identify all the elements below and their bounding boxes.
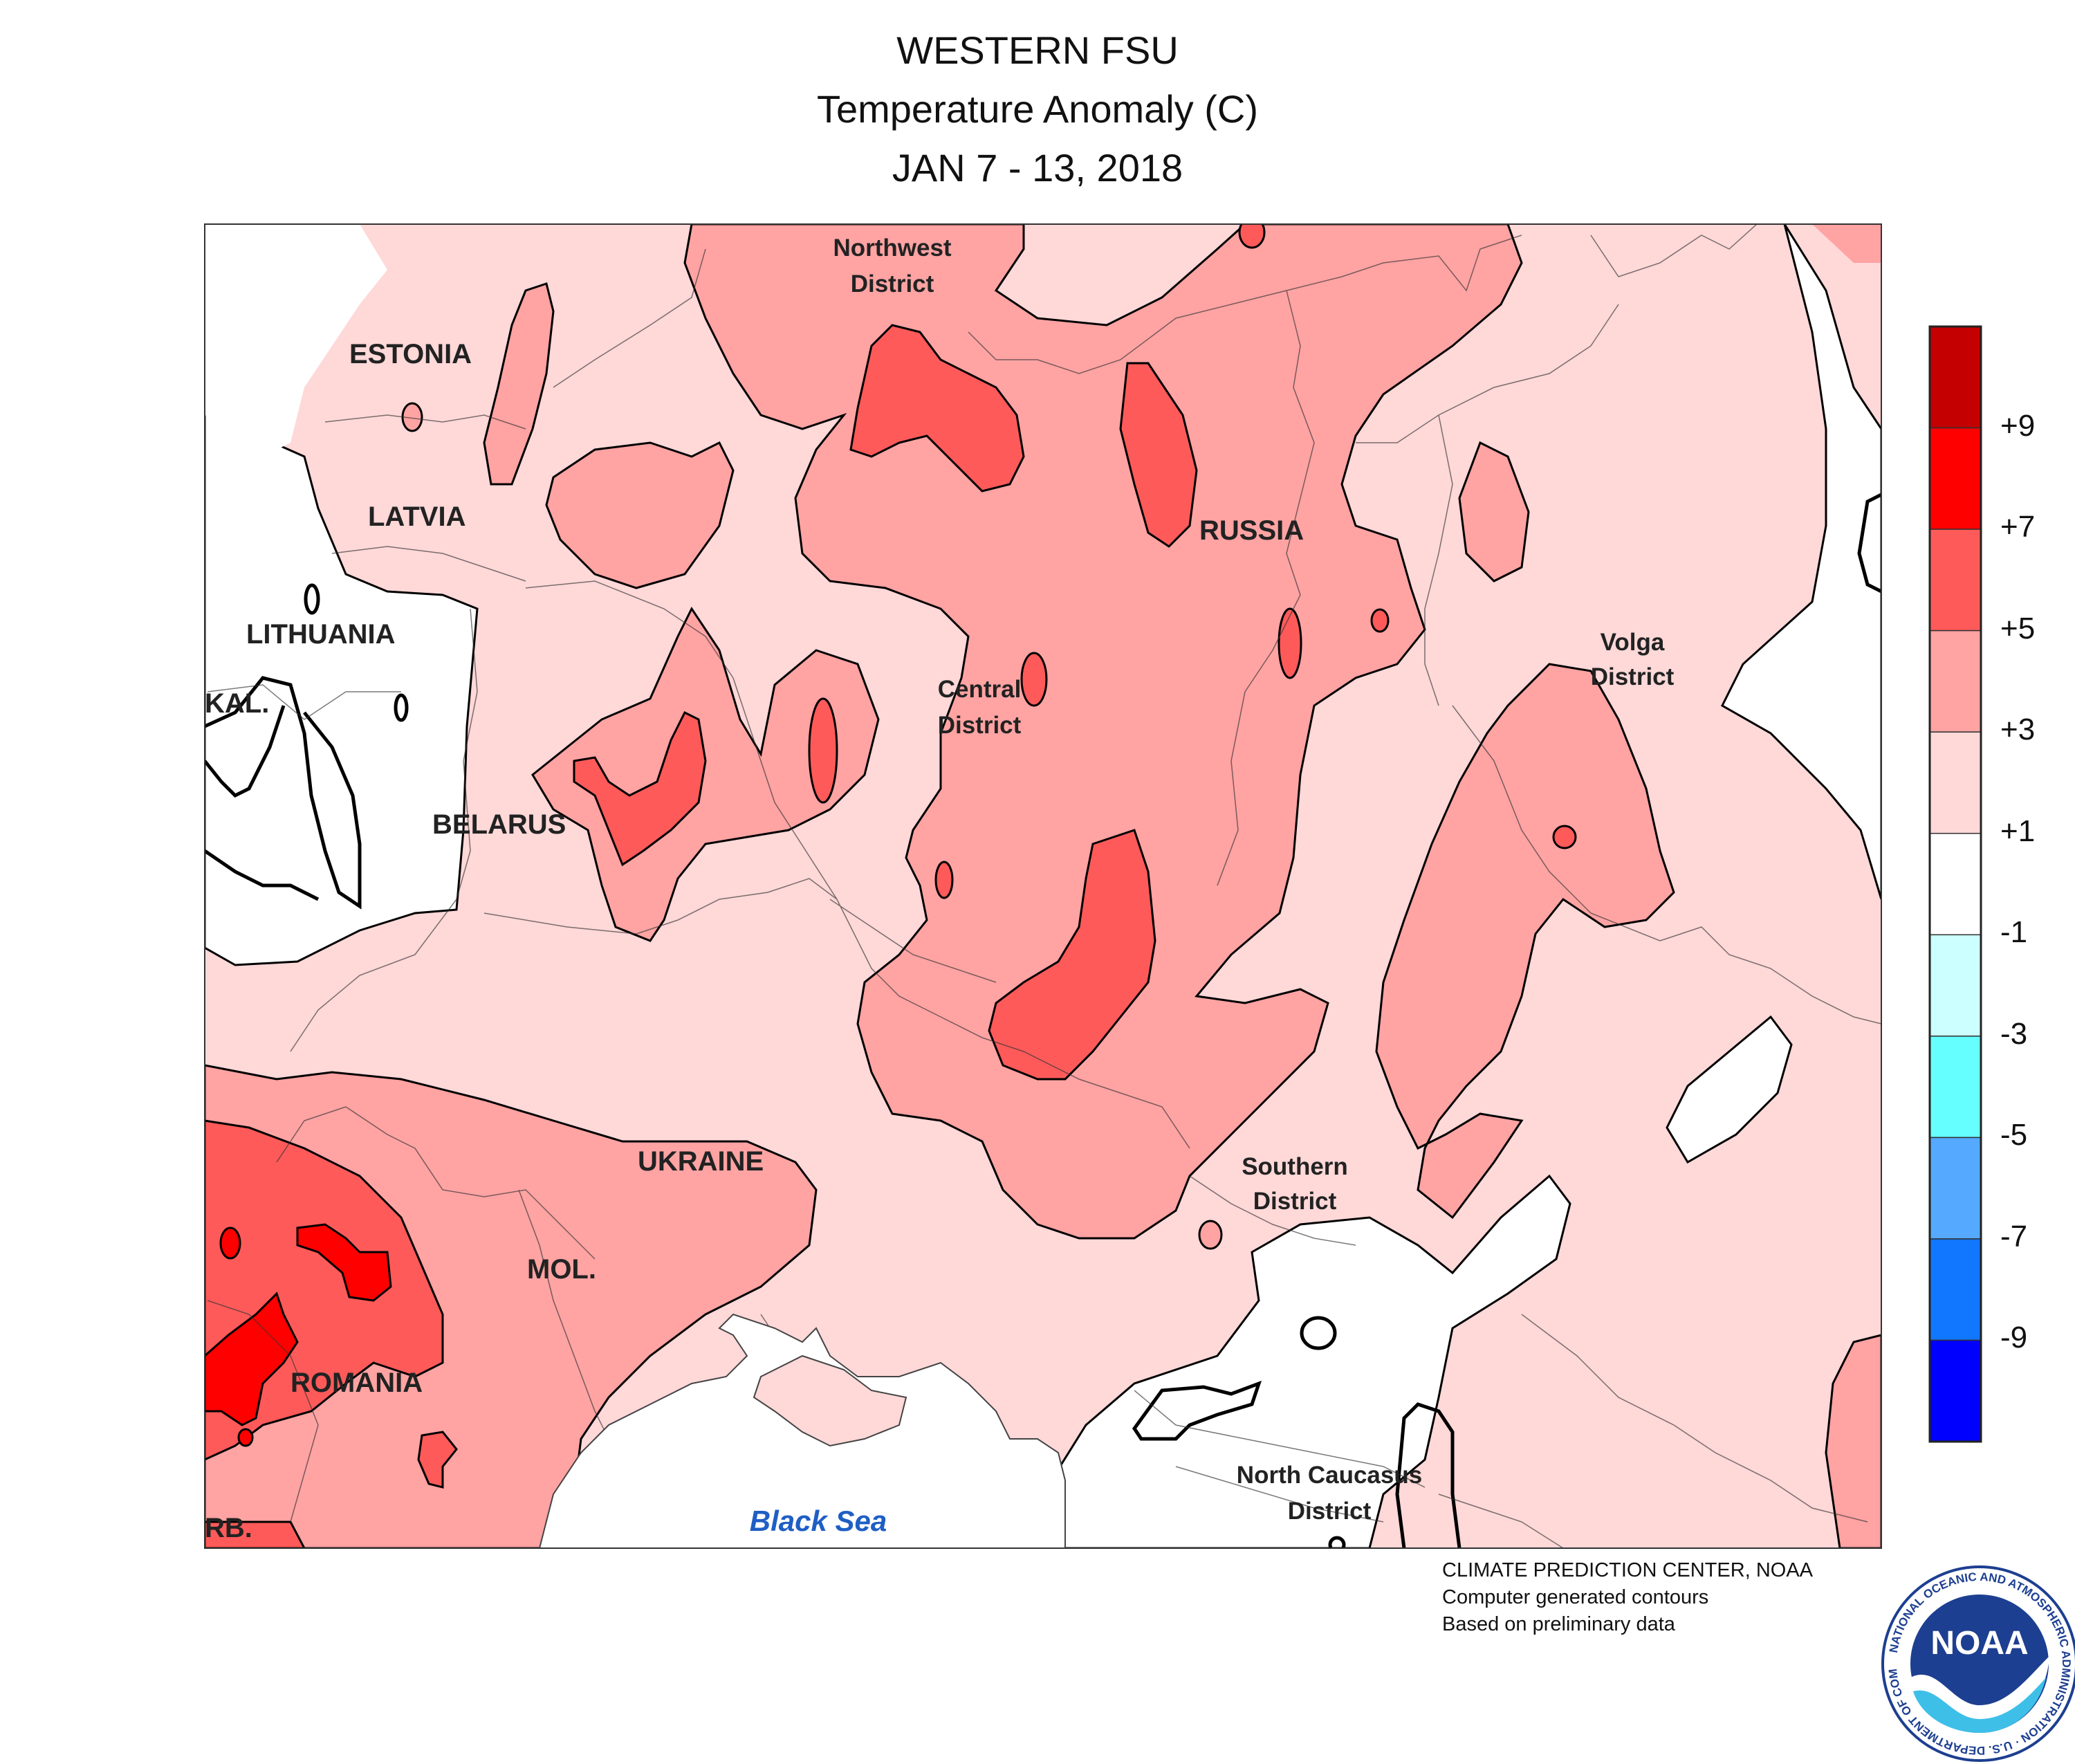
legend-label: +7 <box>2000 510 2036 544</box>
country-borders <box>207 224 1881 1548</box>
label-volga-2: District <box>1591 663 1675 690</box>
label-southern-1: Southern <box>1242 1153 1348 1180</box>
label-ncaucasus-2: District <box>1288 1498 1372 1525</box>
hot-zone-serbia <box>205 1520 306 1548</box>
legend-label: +1 <box>2000 814 2036 848</box>
label-northwest-1: Northwest <box>833 235 951 261</box>
label-ncaucasus-1: North Caucasus <box>1237 1462 1422 1489</box>
contour-east-edge-ring <box>1857 493 1881 594</box>
hot-spot-central-3 <box>1370 608 1390 633</box>
credit-line-1: CLIMATE PREDICTION CENTER, NOAA <box>1442 1559 1814 1581</box>
contour-kaliningrad <box>205 676 362 910</box>
contour-caucasus-ring-1 <box>1300 1316 1337 1350</box>
label-northwest-2: District <box>851 270 934 297</box>
warm-zone-east-edge-2 <box>1812 224 1881 263</box>
legend-swatch <box>1929 934 1982 1037</box>
neutral-zone-west-coast <box>205 224 387 457</box>
contour-caucasus-ring-4 <box>1328 1536 1346 1548</box>
neutral-zone-caucasus <box>1050 1174 1571 1548</box>
map-labels: ESTONIA LATVIA LITHUANIA KAL. BELARUS UK… <box>205 235 1675 1543</box>
warm-zone-belarus-north <box>545 441 735 589</box>
crimea <box>753 1354 907 1447</box>
legend-swatch <box>1929 427 1982 530</box>
map-body <box>205 224 1881 1548</box>
hot-spot-northwest-top <box>1238 224 1266 249</box>
max-spot-romania-4 <box>237 1428 254 1447</box>
label-moldova: MOL. <box>527 1254 596 1285</box>
warm-zone-volga <box>1375 663 1675 1220</box>
label-volga-1: Volga <box>1601 629 1665 656</box>
legend-swatch <box>1929 326 1982 429</box>
legend-label: -1 <box>2000 915 2028 950</box>
label-central-1: Central <box>938 676 1022 703</box>
contour-baltic-south <box>205 849 320 901</box>
hot-spot-central-1 <box>1020 652 1048 707</box>
map-frame <box>204 223 1882 1549</box>
neutral-zone-volga-east <box>1666 1015 1793 1164</box>
legend-label: -3 <box>2000 1016 2028 1051</box>
hot-spot-ukraine-1 <box>808 697 838 804</box>
label-estonia: ESTONIA <box>349 339 472 369</box>
warm-zone-estonia <box>483 282 555 486</box>
credit-line-2: Computer generated contours <box>1442 1586 1709 1608</box>
legend-swatch <box>1929 1339 1982 1442</box>
contour-caucasus-ring-3 <box>1395 1402 1461 1548</box>
legend-label: +3 <box>2000 713 2036 747</box>
color-legend <box>1929 326 1982 1442</box>
hot-zone-northwest <box>849 324 1025 493</box>
legend-label: -7 <box>2000 1219 2028 1253</box>
hot-zone-central-south <box>988 829 1156 1081</box>
hot-spot-romania-sw <box>417 1431 458 1489</box>
label-lithuania: LITHUANIA <box>246 619 396 650</box>
noaa-wave-blue <box>1913 1678 2046 1733</box>
label-southern-2: District <box>1253 1188 1337 1215</box>
legend-swatch <box>1929 529 1982 632</box>
legend-swatch <box>1929 1137 1982 1240</box>
label-ukraine: UKRAINE <box>638 1146 764 1177</box>
label-russia: RUSSIA <box>1199 515 1304 546</box>
title-line-1: WESTERN FSU <box>896 28 1179 72</box>
hot-zone-central-north <box>1119 362 1198 548</box>
label-central-2: District <box>938 712 1022 739</box>
max-spot-romania-2 <box>296 1223 392 1302</box>
hot-spot-central-2 <box>1278 607 1302 679</box>
credit-line-3: Based on preliminary data <box>1442 1613 1675 1635</box>
contour-lithuania-ring-1 <box>304 583 320 615</box>
legend-label: +9 <box>2000 408 2036 443</box>
title-line-2: Temperature Anomaly (C) <box>816 87 1258 131</box>
legend-frame <box>1928 325 1982 1443</box>
noaa-logo: NOAA NATIONAL OCEANIC AND ATMOSPHERIC AD… <box>1881 1565 2075 1762</box>
legend-swatch <box>1929 1036 1982 1139</box>
legend-label: -9 <box>2000 1321 2028 1355</box>
label-serbia: RB. <box>205 1513 252 1543</box>
contour-kaliningrad-2 <box>205 705 286 798</box>
label-belarus: BELARUS <box>432 809 566 840</box>
legend-swatch <box>1929 1238 1982 1341</box>
legend-label: -5 <box>2000 1118 2028 1152</box>
neutral-zone-ne <box>1721 224 1881 900</box>
contour-lithuania-ring-2 <box>394 693 409 722</box>
warm-zone-central-russia <box>683 224 1523 1240</box>
label-romania: ROMANIA <box>290 1368 423 1398</box>
legend-swatch <box>1929 731 1982 834</box>
label-latvia: LATVIA <box>368 502 465 532</box>
label-black-sea: Black Sea <box>750 1505 887 1537</box>
max-spot-romania-3 <box>219 1226 241 1260</box>
warm-zone-volga-north <box>1458 441 1530 582</box>
title-line-3: JAN 7 - 13, 2018 <box>892 146 1183 190</box>
noaa-logo-text: NOAA <box>1930 1625 2028 1662</box>
legend-swatch <box>1929 832 1982 936</box>
legend-swatch <box>1929 630 1982 733</box>
legend-label: +5 <box>2000 611 2036 645</box>
warm-zone-se-edge <box>1825 1334 1881 1548</box>
contour-caucasus-ring-2 <box>1132 1380 1262 1441</box>
hot-spot-volga <box>1552 825 1577 849</box>
max-zone-romania <box>205 1292 299 1426</box>
label-kaliningrad: KAL. <box>205 688 269 719</box>
hot-zone-belarus-1 <box>573 710 707 867</box>
hot-spot-central-4 <box>934 861 954 899</box>
warm-spot-southern <box>1198 1220 1223 1250</box>
